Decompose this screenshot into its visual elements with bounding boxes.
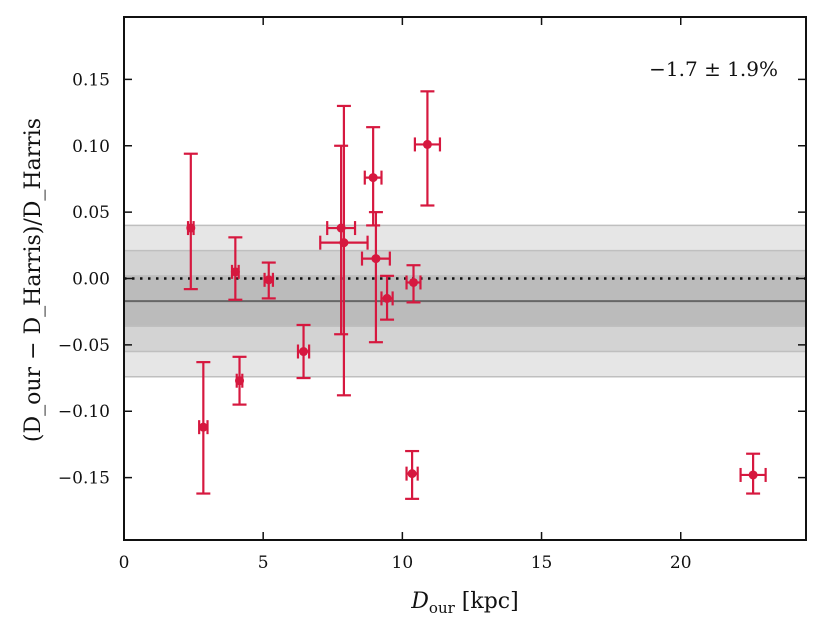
data-marker (230, 267, 240, 277)
data-point-1 (196, 361, 211, 495)
data-marker (186, 223, 196, 233)
x-tick-label: 10 (392, 553, 414, 573)
data-marker (235, 376, 245, 386)
y-tick-label: −0.05 (58, 336, 110, 356)
data-point-3 (232, 355, 247, 406)
data-marker (368, 173, 378, 183)
y-tick-label: 0.10 (72, 137, 110, 157)
y-tick-label: 0.00 (72, 270, 110, 290)
x-tick-label: 20 (670, 553, 692, 573)
data-point-12 (405, 264, 422, 304)
y-tick-label: −0.15 (58, 469, 110, 489)
x-axis-label-main: D (410, 589, 429, 614)
data-point-11 (405, 449, 420, 500)
data-point-8 (363, 126, 383, 227)
data-point-4 (261, 261, 276, 300)
y-tick-label: 0.15 (72, 70, 110, 90)
y-axis-label: (D_our − D_Harris)/D_Harris (21, 118, 46, 442)
data-point-14 (739, 452, 767, 495)
y-tick-label: −0.10 (58, 402, 110, 422)
data-point-5 (296, 323, 311, 380)
x-tick-label: 0 (119, 553, 130, 573)
y-tick-label: 0.05 (72, 203, 110, 223)
x-tick-label: 5 (258, 553, 269, 573)
data-marker (422, 139, 432, 149)
data-marker (339, 238, 349, 248)
x-tick-label: 15 (531, 553, 553, 573)
data-marker (748, 470, 758, 480)
data-marker (407, 469, 417, 479)
data-marker (198, 422, 208, 432)
data-marker (264, 275, 274, 285)
x-axis-label: Dour [kpc] (410, 589, 518, 617)
x-axis-label-sub: our (429, 599, 456, 617)
data-point-10 (380, 274, 395, 321)
data-point-2 (228, 236, 243, 301)
data-marker (409, 277, 419, 287)
data-point-9 (360, 211, 391, 344)
annotation-mean-offset: −1.7 ± 1.9% (649, 57, 778, 81)
x-axis-label-unit: [kpc] (455, 589, 519, 614)
data-point-7 (319, 104, 369, 397)
data-point-13 (413, 90, 442, 207)
data-points (183, 90, 767, 500)
data-point-0 (183, 152, 198, 291)
data-marker (299, 347, 309, 357)
axis-ticks: 0 5 10 15 20 −0.15 −0.10 −0.05 0.00 0.05 0.10 0.15 (58, 17, 806, 573)
data-marker (382, 293, 392, 303)
data-marker (371, 254, 381, 264)
